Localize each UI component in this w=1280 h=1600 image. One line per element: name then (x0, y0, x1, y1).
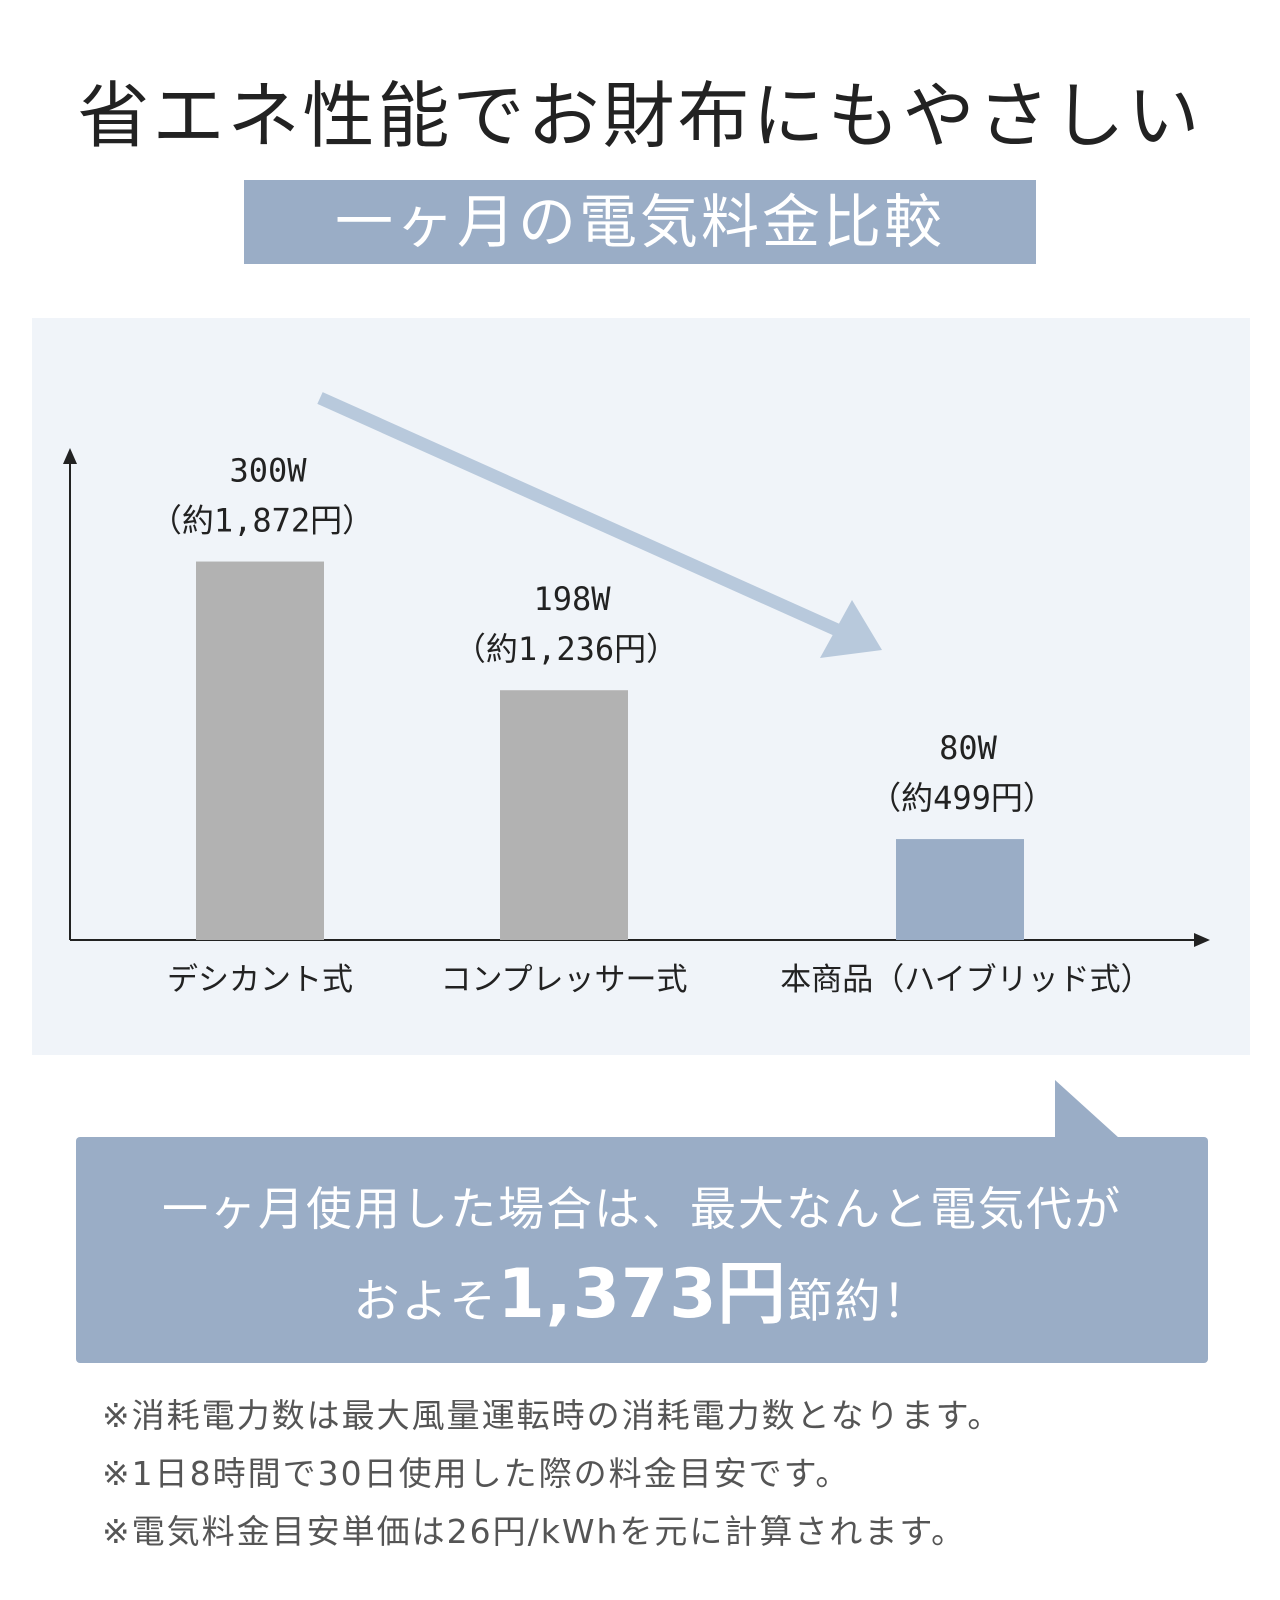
callout-line2: およそ1,373円節約！ (76, 1255, 1208, 1341)
bar-cost-label-2: （約499円） (869, 779, 1055, 817)
bar-1 (500, 690, 628, 940)
chart-panel: 300W （約1,872円） デシカント式 198W （約1,236円） コンプレッサー式… (32, 318, 1250, 1055)
bar-cost-label-1: （約1,236円） (454, 630, 678, 668)
bar-chart: 300W （約1,872円） デシカント式 198W （約1,236円） コンプレッサー式… (63, 392, 1210, 998)
category-label-2: 本商品（ハイブリッド式） (780, 962, 1151, 998)
callout-tail (1055, 1080, 1119, 1138)
callout-line1: 一ヶ月使用した場合は、最大なんと電気代が (162, 1182, 1122, 1236)
bar-2 (896, 839, 1024, 940)
bar-value-label-1: 198W (533, 580, 611, 618)
callout-prefix: およそ (353, 1274, 498, 1328)
callout-amount: 1,373円 (497, 1255, 787, 1334)
bar-value-label-2: 80W (939, 729, 998, 767)
callout-suffix: 節約！ (786, 1274, 931, 1328)
category-label-1: コンプレッサー式 (440, 962, 687, 998)
note-power-consumption: ※消耗電力数は最大風量運転時の消耗電力数となります。 (102, 1396, 1003, 1435)
category-label-0: デシカント式 (167, 962, 353, 998)
trend-arrow-shaft (317, 392, 867, 648)
savings-callout: 一ヶ月使用した場合は、最大なんと電気代が およそ1,373円節約！ (76, 1137, 1208, 1363)
bar-0 (196, 561, 324, 940)
note-usage-assumption: ※1日8時間で30日使用した際の料金目安です。 (102, 1454, 851, 1493)
note-unit-price: ※電気料金目安単価は26円/kWhを元に計算されます。 (102, 1512, 967, 1551)
page-title: 省エネ性能でお財布にもやさしい (77, 74, 1203, 158)
bar-value-label-0: 300W (229, 452, 307, 490)
bar-cost-label-0: （約1,872円） (150, 502, 374, 540)
x-axis-arrowhead (1194, 933, 1210, 947)
y-axis-arrowhead (63, 448, 77, 464)
subtitle-banner: 一ヶ月の電気料金比較 (244, 180, 1036, 264)
trend-arrow-head (820, 600, 882, 658)
